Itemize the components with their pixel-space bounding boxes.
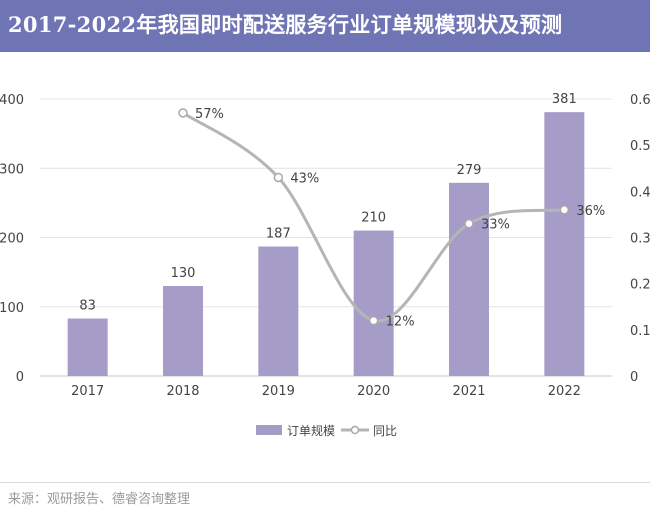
bar <box>353 230 394 376</box>
bar-value-label: 83 <box>79 299 96 314</box>
y-tick-label: 0 <box>16 370 24 385</box>
bar-value-label: 210 <box>361 211 386 226</box>
y-tick-label: 400 <box>0 93 24 108</box>
y2-tick-label: 0.5 <box>630 139 650 154</box>
line-value-label: 57% <box>195 107 224 122</box>
y2-tick-label: 0.2 <box>630 278 650 293</box>
source-note: 来源：观研报告、德睿咨询整理 <box>8 492 191 507</box>
chart-title: 2017-2022年我国即时配送服务行业订单规模现状及预测 <box>8 12 563 37</box>
legend-bar-label: 订单规模 <box>287 423 335 438</box>
x-tick-label: 2021 <box>452 384 485 399</box>
bar-value-label: 381 <box>552 92 577 107</box>
line-point <box>559 205 570 215</box>
bar <box>258 246 299 376</box>
y-tick-label: 100 <box>0 301 24 316</box>
line-point <box>178 108 188 118</box>
x-tick-label: 2020 <box>357 384 390 399</box>
line-value-label: 43% <box>290 171 319 186</box>
legend-line-label: 同比 <box>373 424 397 438</box>
bar <box>449 182 489 376</box>
line-value-label: 33% <box>481 218 510 233</box>
legend-line-marker <box>350 425 360 435</box>
footer-divider <box>0 482 650 483</box>
y2-tick-label: 0.1 <box>630 324 650 339</box>
bar-value-label: 130 <box>171 266 196 281</box>
y2-tick-label: 0.4 <box>630 185 650 200</box>
y2-tick-label: 0.6 <box>630 93 650 108</box>
bar <box>544 112 585 376</box>
line-value-label: 36% <box>576 204 605 219</box>
x-tick-label: 2022 <box>548 384 581 399</box>
combo-chart: 0 100 200 300 400 0 0.1 0.2 0.3 0.4 0.5 0.6 83 2017 13… <box>0 92 650 438</box>
y2-tick-label: 0 <box>630 370 638 385</box>
y-tick-label: 200 <box>0 232 24 247</box>
bar-value-label: 279 <box>457 163 482 178</box>
legend-bar-swatch <box>256 425 282 435</box>
x-tick-label: 2017 <box>71 384 104 399</box>
line-point <box>368 315 379 326</box>
line-point <box>273 172 284 183</box>
bar-value-label: 187 <box>266 227 291 242</box>
bar <box>163 285 203 376</box>
title-bar: 2017-2022年我国即时配送服务行业订单规模现状及预测 <box>0 0 650 52</box>
bar <box>67 318 108 376</box>
y-tick-label: 300 <box>0 162 24 177</box>
line-value-label: 12% <box>386 315 415 330</box>
x-tick-label: 2019 <box>262 384 295 399</box>
x-tick-label: 2018 <box>166 384 199 399</box>
line-point <box>464 218 474 229</box>
y2-tick-label: 0.3 <box>630 232 650 247</box>
